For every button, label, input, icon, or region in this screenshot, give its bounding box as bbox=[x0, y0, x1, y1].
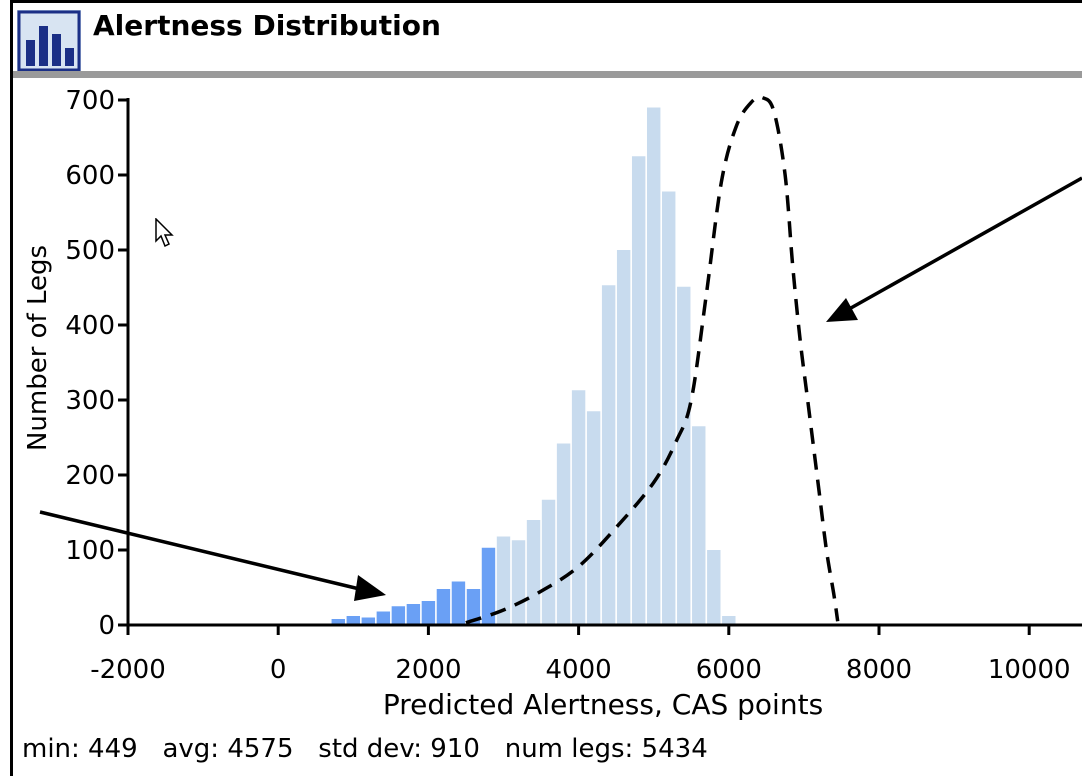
y-tick-label-7: 700 bbox=[65, 86, 115, 116]
bar-7 bbox=[436, 589, 451, 625]
bar-3 bbox=[376, 611, 391, 625]
annotation-arrows bbox=[39, 176, 1082, 601]
window-title: Alertness Distribution bbox=[93, 9, 441, 42]
annotation-arrow-left bbox=[39, 510, 373, 594]
bar-23 bbox=[677, 286, 691, 625]
bar-24 bbox=[692, 426, 706, 625]
y-tick-label-1: 100 bbox=[65, 536, 115, 566]
y-tick-label-2: 200 bbox=[65, 461, 115, 491]
axes-group: 0 100 200 300 400 500 600 700 -2000 0 2000 4000 6000… bbox=[65, 86, 1082, 685]
bar-19 bbox=[616, 250, 631, 625]
y-tick-label-4: 400 bbox=[65, 311, 115, 341]
x-axis-title: Predicted Alertness, CAS points bbox=[382, 688, 824, 721]
stat-num-legs: num legs: 5434 bbox=[504, 734, 708, 764]
histogram-icon bbox=[17, 10, 81, 72]
y-tick-label-3: 300 bbox=[65, 386, 115, 416]
mouse-pointer-icon bbox=[155, 218, 174, 248]
y-tick-label-5: 500 bbox=[65, 236, 115, 266]
bar-12 bbox=[511, 540, 526, 625]
stat-avg: avg: 4575 bbox=[162, 734, 294, 764]
title-bar: Alertness Distribution bbox=[13, 3, 1082, 72]
annotation-arrowhead-left bbox=[354, 575, 386, 601]
y-tick-label-0: 0 bbox=[98, 611, 115, 641]
annotation-arrowhead-right bbox=[826, 298, 858, 322]
bar-16 bbox=[571, 390, 586, 625]
stat-min: min: 449 bbox=[22, 734, 138, 764]
bar-9 bbox=[466, 589, 481, 625]
bar-5 bbox=[406, 604, 421, 625]
bar-21 bbox=[646, 107, 661, 625]
bar-20 bbox=[631, 156, 646, 625]
bar-15 bbox=[556, 443, 571, 625]
bar-6 bbox=[421, 601, 436, 625]
bars-group bbox=[331, 107, 736, 625]
bar-8 bbox=[451, 581, 466, 625]
bar-14 bbox=[541, 499, 556, 625]
bar-2 bbox=[361, 617, 376, 625]
bar-4 bbox=[391, 606, 406, 625]
x-tick-label-5: 8000 bbox=[846, 655, 912, 685]
y-tick-label-6: 600 bbox=[65, 161, 115, 191]
bar-26 bbox=[722, 616, 736, 625]
stat-std-dev: std dev: 910 bbox=[318, 734, 480, 764]
bar-11 bbox=[496, 536, 511, 625]
bar-1 bbox=[346, 616, 361, 625]
window-frame bbox=[10, 0, 1082, 776]
bar-10 bbox=[481, 547, 496, 625]
bar-0 bbox=[331, 619, 345, 625]
x-tick-label-6: 10000 bbox=[988, 655, 1071, 685]
bar-25 bbox=[707, 550, 721, 625]
overlay-curve bbox=[465, 95, 840, 625]
x-tick-label-2: 2000 bbox=[395, 655, 461, 685]
x-tick-label-1: 0 bbox=[270, 655, 287, 685]
bar-22 bbox=[662, 191, 676, 625]
annotation-arrow-right bbox=[841, 176, 1082, 315]
bar-17 bbox=[586, 411, 601, 625]
bar-13 bbox=[526, 520, 541, 625]
x-tick-label-3: 4000 bbox=[546, 655, 612, 685]
x-tick-label-4: 6000 bbox=[696, 655, 762, 685]
y-axis-title: Number of Legs bbox=[23, 244, 53, 452]
x-tick-label-0: -2000 bbox=[90, 655, 166, 685]
bar-18 bbox=[601, 285, 616, 625]
stats-bar: min: 449 avg: 4575 std dev: 910 num legs… bbox=[22, 733, 708, 765]
title-divider bbox=[13, 71, 1082, 78]
